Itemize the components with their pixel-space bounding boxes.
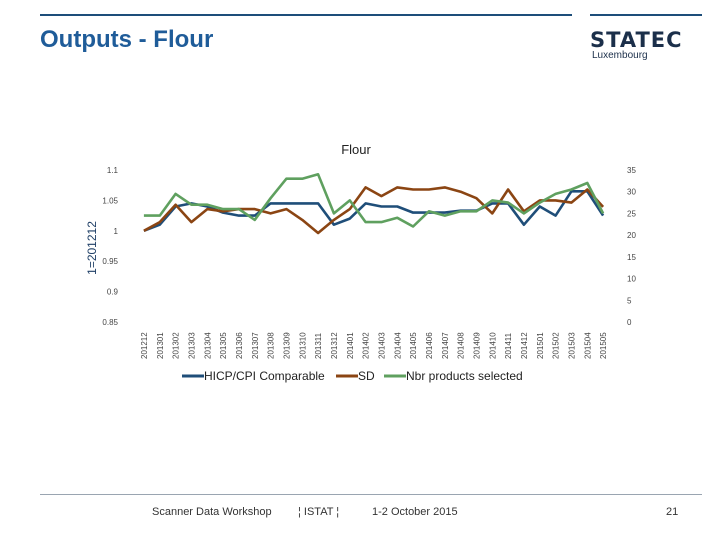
- y-left-tick-label: 0.85: [102, 318, 118, 327]
- x-tick-label: 201410: [488, 332, 497, 359]
- legend-label: SD: [358, 369, 375, 383]
- x-tick-label: 201408: [457, 332, 466, 359]
- x-tick-label: 201304: [203, 332, 212, 359]
- x-tick-label: 201504: [583, 332, 592, 359]
- x-tick-label: 201305: [219, 332, 228, 359]
- legend-label: Nbr products selected: [406, 369, 523, 383]
- y-right-tick-label: 35: [627, 166, 636, 175]
- x-tick-label: 201501: [536, 332, 545, 359]
- x-tick-label: 201308: [267, 332, 276, 359]
- logo-wordmark: STATEC: [590, 28, 683, 52]
- x-tick-label: 201312: [330, 332, 339, 359]
- y-axis-label: 1=201212: [85, 221, 99, 275]
- x-tick-label: 201306: [235, 332, 244, 359]
- x-tick-label: 201411: [504, 332, 513, 359]
- slide-title: Outputs - Flour: [40, 26, 214, 53]
- x-tick-label: 201409: [472, 332, 481, 359]
- footer-rule: [40, 494, 702, 495]
- y-right-tick-label: 5: [627, 296, 632, 305]
- y-right-tick-label: 10: [627, 275, 636, 284]
- x-tick-label: 201303: [187, 332, 196, 359]
- x-tick-label: 201502: [552, 332, 561, 359]
- x-tick-label: 201307: [251, 332, 260, 359]
- legend: HICP/CPI Comparable SD Nbr products select…: [182, 369, 523, 383]
- statec-logo: STATEC Luxembourg: [590, 28, 683, 61]
- chart-title: Flour: [341, 142, 371, 157]
- y-left-tick-label: 0.95: [102, 257, 118, 266]
- x-tick-label: 201406: [425, 332, 434, 359]
- x-tick-label: 201401: [346, 332, 355, 359]
- x-tick-label: 201407: [441, 332, 450, 359]
- footer-date: 1-2 October 2015: [372, 506, 458, 518]
- footer-org: ¦ ISTAT ¦: [298, 506, 340, 518]
- x-tick-label: 201212: [140, 332, 149, 359]
- y-right-tick-label: 25: [627, 209, 636, 218]
- axes-group: 1.1 1.05 1 0.95 0.9 0.85 35 30 25 20 15 10 5 0 201212 2…: [102, 166, 636, 359]
- series-line-2: [143, 186, 605, 235]
- page-number: 21: [666, 506, 679, 518]
- legend-label: HICP/CPI Comparable: [204, 369, 325, 383]
- y-left-tick-label: 1: [114, 227, 119, 236]
- y-right-tick-label: 0: [627, 318, 632, 327]
- x-tick-label: 201505: [599, 332, 608, 359]
- y-left-tick-label: 1.1: [107, 166, 119, 175]
- x-tick-label: 201503: [567, 332, 576, 359]
- series-group: [143, 173, 605, 235]
- x-tick-label: 201302: [172, 332, 181, 359]
- x-tick-label: 201309: [282, 332, 291, 359]
- x-tick-label: 201403: [377, 332, 386, 359]
- footer-event: Scanner Data Workshop: [152, 506, 272, 518]
- y-left-tick-label: 0.9: [107, 288, 119, 297]
- y-left-tick-label: 1.05: [102, 196, 118, 205]
- logo-subtitle: Luxembourg: [592, 50, 648, 61]
- top-rule: [40, 14, 572, 16]
- y-right-tick-label: 15: [627, 253, 636, 262]
- y-right-tick-label: 30: [627, 188, 636, 197]
- x-tick-label: 201310: [298, 332, 307, 359]
- top-rule-right: [590, 14, 702, 16]
- x-tick-label: 201404: [393, 332, 402, 359]
- x-tick-label: 201311: [314, 332, 323, 359]
- y-right-tick-label: 20: [627, 231, 636, 240]
- x-tick-label: 201405: [409, 332, 418, 359]
- x-tick-label: 201402: [362, 332, 371, 359]
- series-line-3: [143, 173, 605, 228]
- x-tick-label: 201412: [520, 332, 529, 359]
- x-tick-label: 201301: [156, 332, 165, 359]
